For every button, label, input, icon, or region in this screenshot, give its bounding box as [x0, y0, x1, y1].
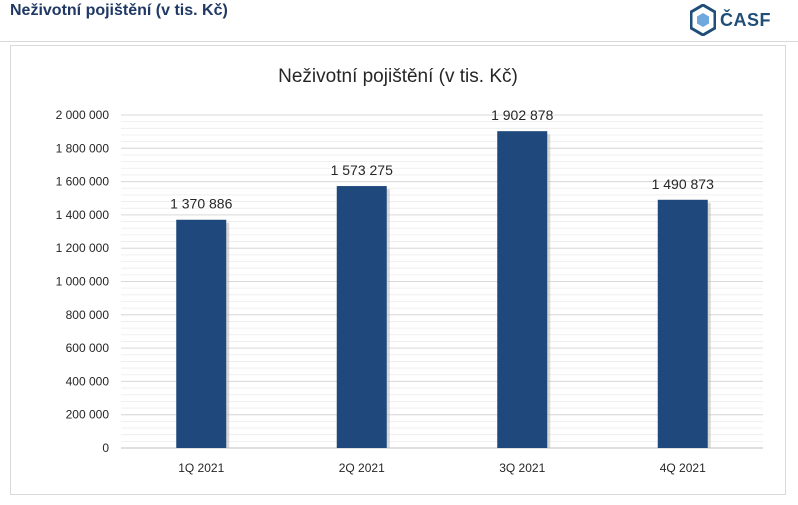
x-tick-label: 3Q 2021	[499, 461, 545, 475]
y-tick-label: 400 000	[66, 374, 110, 388]
casf-logo: ČASF	[690, 2, 790, 38]
bar-value-label: 1 370 886	[170, 196, 232, 212]
y-tick-label: 200 000	[66, 408, 110, 422]
y-tick-label: 1 200 000	[56, 241, 110, 255]
casf-shield-icon	[690, 4, 716, 36]
chart-frame: Neživotní pojištění (v tis. Kč) 0 200 000…	[10, 45, 786, 495]
bar-chart: Neživotní pojištění (v tis. Kč) 0 200 000…	[56, 66, 763, 475]
bar-value-label: 1 490 873	[652, 176, 714, 192]
y-tick-label: 2 000 000	[56, 108, 110, 122]
y-tick-label: 600 000	[66, 341, 110, 355]
y-tick-label: 1 600 000	[56, 175, 110, 189]
y-tick-label: 800 000	[66, 308, 110, 322]
logo-text: ČASF	[720, 9, 771, 30]
title-divider	[0, 41, 798, 42]
chart-title: Neživotní pojištění (v tis. Kč)	[278, 66, 518, 87]
y-tick-label: 1 000 000	[56, 275, 110, 289]
bar-2q-2021	[336, 186, 387, 448]
y-tick-label: 0	[102, 441, 109, 455]
y-tick-label: 1 400 000	[56, 208, 110, 222]
y-tick-label: 1 800 000	[56, 141, 110, 155]
x-tick-label: 4Q 2021	[660, 461, 706, 475]
x-tick-label: 2Q 2021	[339, 461, 385, 475]
bar-4q-2021	[657, 199, 708, 448]
bar-value-label: 1 573 275	[331, 162, 393, 178]
x-tick-label: 1Q 2021	[178, 461, 224, 475]
bar-value-label: 1 902 878	[491, 107, 553, 123]
bar-1q-2021	[176, 219, 227, 448]
bar-3q-2021	[497, 131, 548, 448]
page-title: Neživotní pojištění (v tis. Kč)	[10, 2, 228, 19]
